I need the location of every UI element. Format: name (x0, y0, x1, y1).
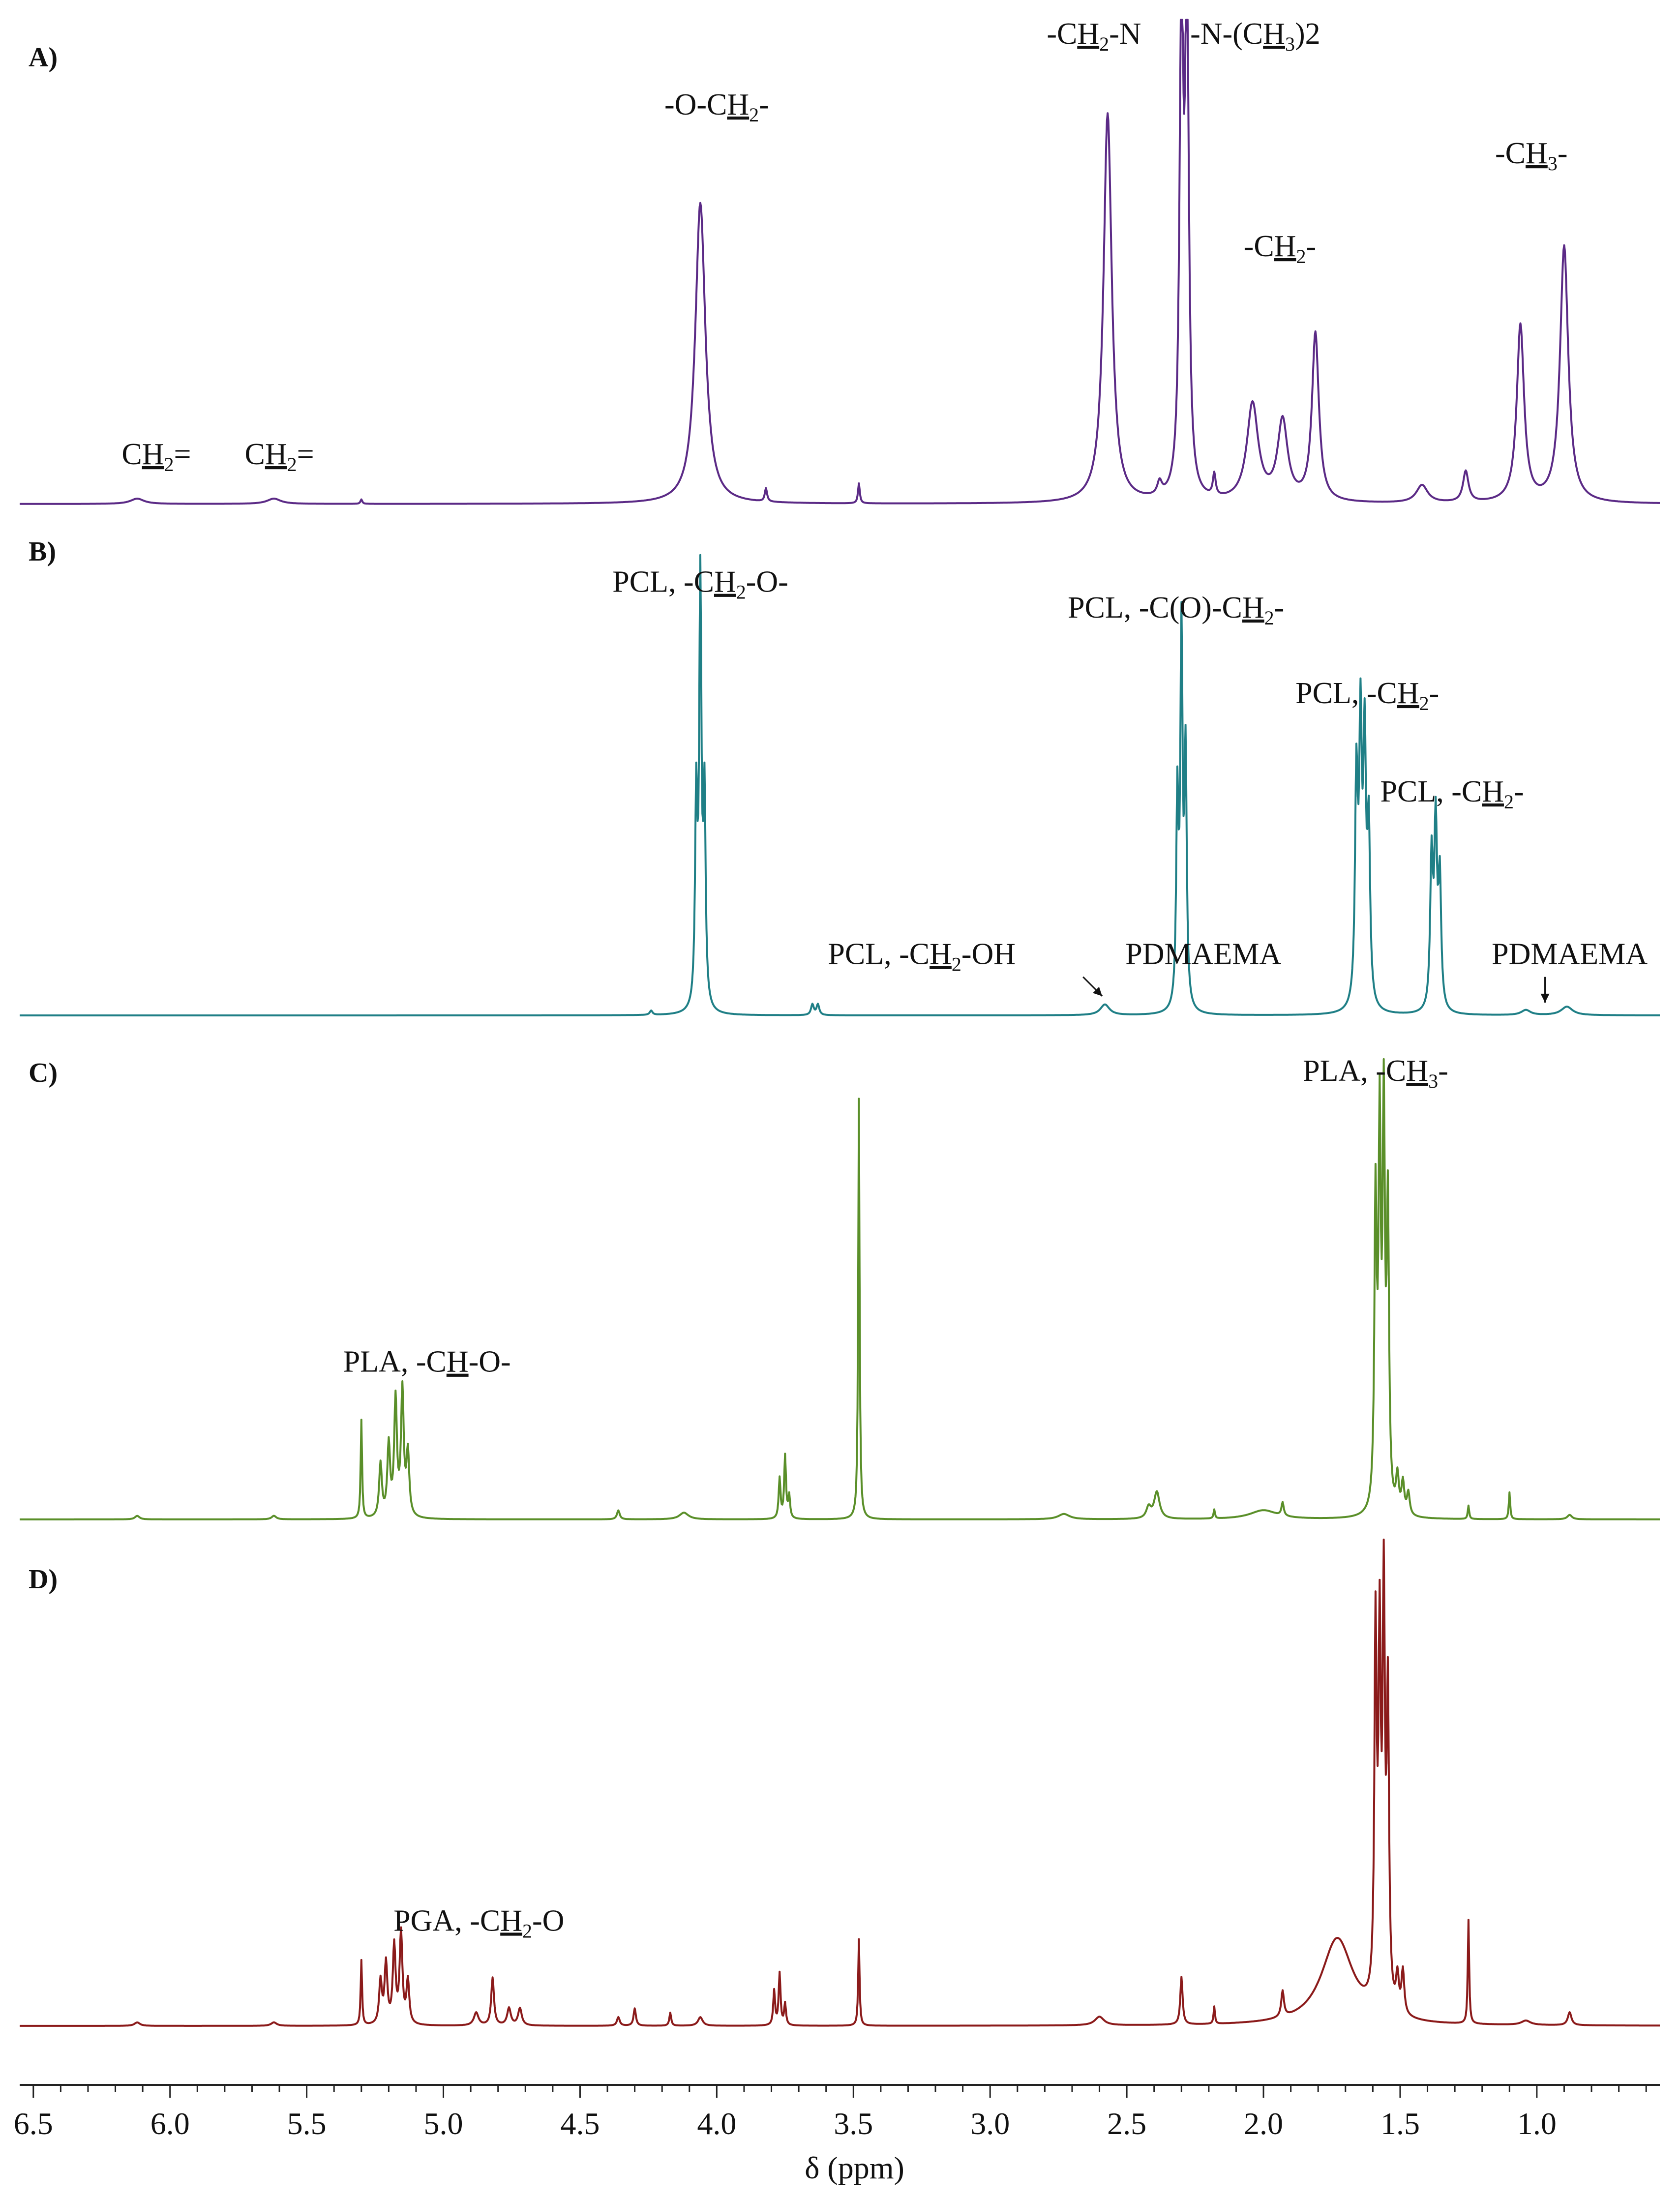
panel-label: B) (29, 536, 56, 567)
peak-label: PCL, -CH2- (1295, 677, 1439, 714)
x-axis: 6.5 6.0 5.5 5.0 4.5 4.0 3.5 3.0 2.5 2.0 1.5 1.0 δ (… (14, 2084, 1660, 2185)
x-tick-label: 6.0 (150, 2106, 190, 2141)
spectrum-line (19, 1058, 1660, 1520)
spectrum-panels: A) CH2= CH2= -O-CH2- -CH2-N -N-(CH3)2 -CH2- -CH… (19, 17, 1660, 2027)
x-tick-label: 3.5 (834, 2106, 873, 2141)
spectrum-panel: B) PCL, -CH2-O- PCL, -CH2-OH PCL, -C(O)-CH2… (19, 536, 1660, 1016)
peak-label: PLA, -CH3- (1303, 1054, 1448, 1092)
peak-label: CH2= (121, 438, 191, 475)
spectrum-panel: D) PGA, -CH2-O (19, 1539, 1660, 2027)
panel-label: C) (29, 1058, 58, 1088)
peak-label: PGA, -CH2-O (393, 1904, 564, 1942)
peak-label: PCL, -C(O)-CH2- (1068, 591, 1284, 629)
x-tick-label: 2.5 (1107, 2106, 1146, 2141)
x-tick-label: 5.0 (424, 2106, 463, 2141)
peak-label: PDMAEMA (1125, 938, 1281, 971)
x-tick-label: 5.5 (287, 2106, 327, 2141)
peak-label: -O-CH2- (664, 88, 769, 126)
x-tick-label: 2.0 (1244, 2106, 1283, 2141)
spectrum-panel: A) CH2= CH2= -O-CH2- -CH2-N -N-(CH3)2 -CH2- -CH… (19, 17, 1660, 505)
peak-label: -CH2- (1244, 230, 1316, 267)
peak-label: -CH3- (1495, 137, 1567, 175)
panel-label: D) (29, 1564, 58, 1595)
annotation-arrowhead (1093, 986, 1103, 996)
peak-label: PLA, -CH-O- (343, 1345, 511, 1379)
spectrum-panel: C) PLA, -CH-O- PLA, -CH3- (19, 1054, 1660, 1520)
peak-label: PCL, -CH2-OH (828, 938, 1016, 976)
peak-label: PCL, -CH2- (1380, 775, 1524, 813)
panel-label: A) (29, 42, 58, 73)
spectrum-line (19, 1539, 1660, 2027)
peak-label: PCL, -CH2-O- (612, 565, 788, 603)
peak-label: CH2= (244, 438, 314, 475)
x-axis-ticks: 6.5 6.0 5.5 5.0 4.5 4.0 3.5 3.0 2.5 2.0 1.5 1.0 (14, 2085, 1647, 2141)
annotation-arrowhead (1540, 993, 1550, 1003)
peak-label: PDMAEMA (1492, 938, 1648, 971)
peak-label: -N-(CH3)2 (1190, 17, 1320, 55)
x-tick-label: 1.5 (1380, 2106, 1420, 2141)
x-axis-title: δ (ppm) (805, 2150, 904, 2185)
x-tick-label: 4.0 (697, 2106, 736, 2141)
x-tick-label: 1.0 (1517, 2106, 1557, 2141)
spectrum-line (19, 554, 1660, 1016)
x-tick-label: 4.5 (560, 2106, 600, 2141)
x-tick-label: 3.0 (970, 2106, 1010, 2141)
spectrum-line (19, 19, 1660, 505)
x-tick-label: 6.5 (14, 2106, 53, 2141)
peak-label: -CH2-N (1047, 17, 1141, 55)
